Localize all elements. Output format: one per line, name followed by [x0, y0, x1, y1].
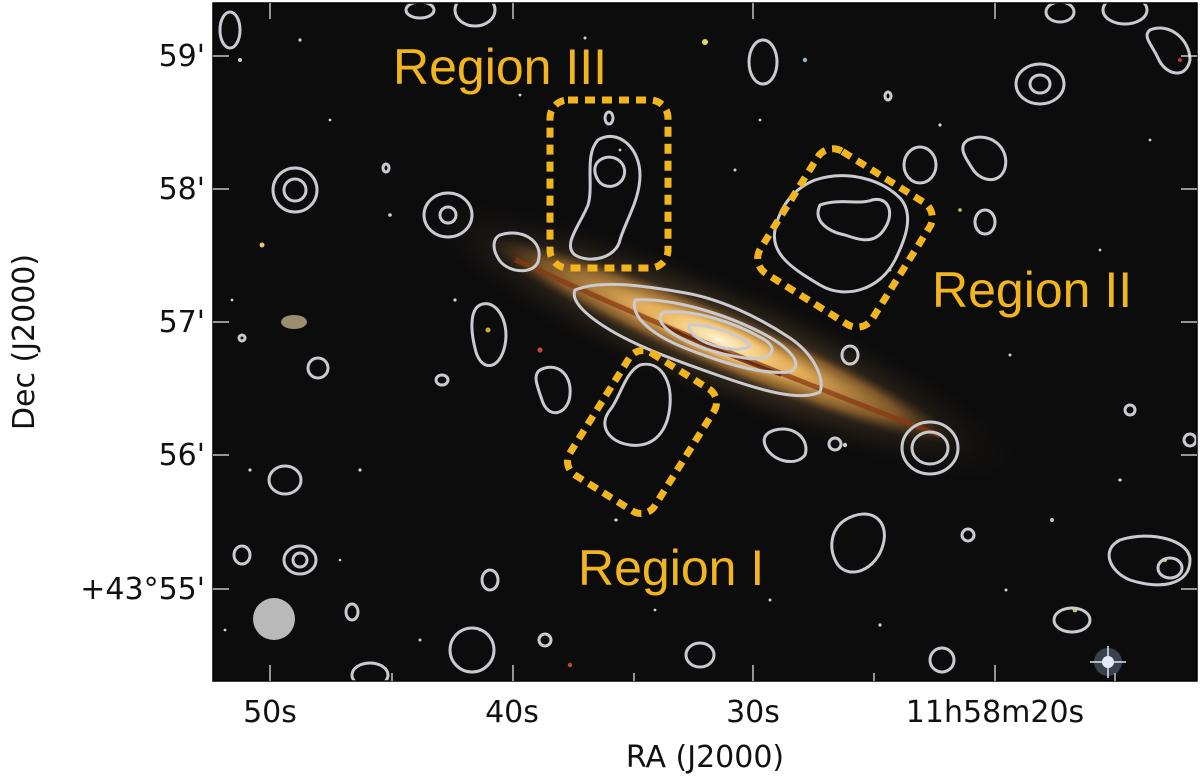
tick-marks [213, 3, 1197, 681]
y-tick-label: 58' [159, 172, 205, 207]
y-tick-label: 59' [159, 39, 205, 74]
region-iii-box [546, 96, 672, 272]
region-i-label: Region I [578, 540, 764, 596]
beam-marker [253, 598, 295, 640]
y-tick-label: 57' [159, 305, 205, 340]
radio-contours [218, 3, 1197, 681]
background-galaxy [281, 315, 307, 329]
x-axis-title: RA (J2000) [626, 740, 784, 775]
y-axis-title: Dec (J2000) [7, 254, 42, 430]
x-tick-label: 11h58m20s [906, 695, 1084, 730]
y-tick-label: +43°55' [80, 572, 205, 607]
y-tick-label: 56' [159, 438, 205, 473]
region-iii-label: Region III [393, 39, 607, 95]
plot-frame [212, 2, 1198, 682]
x-tick-label: 50s [243, 695, 297, 730]
region-ii-label: Region II [932, 262, 1132, 318]
background-stars [223, 36, 1182, 668]
region-ii-box [754, 145, 936, 331]
x-tick-label: 30s [726, 695, 780, 730]
x-tick-label: 40s [485, 695, 539, 730]
bright-star [1090, 646, 1126, 678]
